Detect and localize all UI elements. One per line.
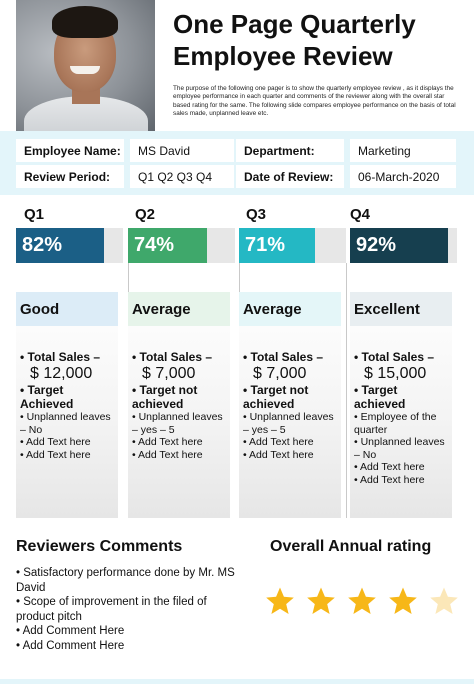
- comment-item: • Add Comment Here: [16, 625, 125, 638]
- q3-sales-value: $ 7,000: [253, 365, 307, 382]
- intro-text: The purpose of the following one pager i…: [173, 85, 456, 117]
- q1-sales-label: • Total Sales –: [20, 350, 101, 364]
- review-period-label: Review Period:: [16, 165, 124, 188]
- q2-card: Average • Total Sales – $ 7,000 • Target…: [128, 292, 230, 518]
- q1-label: Q1: [24, 206, 45, 223]
- q1-progress-bar: 82%: [16, 228, 104, 263]
- q4-rating: Excellent: [350, 292, 452, 326]
- reviewers-comments-title: Reviewers Comments: [16, 538, 183, 555]
- q3-target: • Target not achieved: [243, 383, 309, 411]
- q2-percent: 74%: [134, 234, 175, 256]
- department-label: Department:: [236, 139, 344, 162]
- q2-detail-item: • Add Text here: [132, 436, 203, 449]
- q3-progress-bar: 71%: [239, 228, 315, 263]
- q3-sales-label: • Total Sales –: [243, 350, 324, 364]
- q2-rating: Average: [128, 292, 230, 326]
- q1-percent: 82%: [22, 234, 63, 256]
- q1-card: Good • Total Sales – $ 12,000 • Target A…: [16, 292, 118, 518]
- q3-detail-item: • Add Text here: [243, 448, 314, 461]
- q1-detail-item: • Unplanned leaves – No: [20, 411, 111, 436]
- employee-name-label: Employee Name:: [16, 139, 124, 162]
- employee-photo: [16, 0, 155, 131]
- q4-detail-item: • Unplanned leaves – No: [354, 436, 445, 461]
- q3-detail-item: • Unplanned leaves – yes – 5: [243, 411, 334, 436]
- q1-progress-track: 82%: [16, 228, 123, 263]
- q4-progress-bar: 92%: [350, 228, 449, 263]
- q3-detail-item: • Add Text here: [243, 436, 314, 449]
- q4-label: Q4: [350, 206, 371, 223]
- q2-detail-item: • Add Text here: [132, 448, 203, 461]
- employee-name-value: MS David: [130, 139, 234, 162]
- overall-rating-title: Overall Annual rating: [270, 538, 432, 555]
- q2-target: • Target not achieved: [132, 383, 198, 411]
- star-rating: [265, 586, 459, 616]
- q4-detail-item: • Add Text here: [354, 473, 425, 486]
- star-filled-icon: [348, 587, 376, 614]
- q3-progress-track: 71%: [239, 228, 346, 263]
- q1-target: • Target Achieved: [20, 383, 74, 411]
- reviewers-comments-list: • Satisfactory performance done by Mr. M…: [16, 566, 236, 654]
- review-period-value: Q1 Q2 Q3 Q4: [130, 165, 234, 188]
- divider-line: [346, 263, 347, 518]
- q2-sales-value: $ 7,000: [142, 365, 196, 382]
- department-value: Marketing: [350, 139, 456, 162]
- date-label: Date of Review:: [236, 165, 344, 188]
- q4-sales-value: $ 15,000: [364, 365, 427, 382]
- q4-card: Excellent • Total Sales – $ 15,000 • Tar…: [350, 292, 452, 518]
- star-filled-icon: [389, 587, 417, 614]
- q3-percent: 71%: [245, 234, 286, 256]
- q2-progress-bar: 74%: [128, 228, 208, 263]
- q3-rating: Average: [239, 292, 341, 326]
- q2-detail-item: • Unplanned leaves – yes – 5: [132, 411, 223, 436]
- employee-info-band: Employee Name: Review Period: MS David Q…: [0, 131, 474, 195]
- q4-sales-label: • Total Sales –: [354, 350, 435, 364]
- page-title: One Page Quarterly Employee Review: [173, 9, 416, 71]
- q2-sales-label: • Total Sales –: [132, 350, 213, 364]
- q4-progress-track: 92%: [350, 228, 457, 263]
- q3-label: Q3: [246, 206, 267, 223]
- q2-label: Q2: [135, 206, 156, 223]
- q1-detail-item: • Add Text here: [20, 436, 91, 449]
- star-empty-icon: [430, 587, 458, 614]
- date-value: 06-March-2020: [350, 165, 456, 188]
- q4-percent: 92%: [356, 234, 397, 256]
- comment-item: • Add Comment Here: [16, 639, 125, 652]
- q1-sales-value: $ 12,000: [30, 365, 93, 382]
- star-filled-icon: [266, 587, 294, 614]
- q1-rating: Good: [16, 292, 118, 326]
- footer-bar: [0, 679, 474, 684]
- q2-progress-track: 74%: [128, 228, 235, 263]
- q4-detail-item: • Employee of the quarter: [354, 411, 437, 436]
- q3-card: Average • Total Sales – $ 7,000 • Target…: [239, 292, 341, 518]
- q4-detail-item: • Add Text here: [354, 461, 425, 474]
- comment-item: • Scope of improvement in the filed of p…: [16, 596, 207, 623]
- q4-target: • Target achieved: [354, 383, 406, 411]
- q1-detail-item: • Add Text here: [20, 448, 91, 461]
- star-filled-icon: [307, 587, 335, 614]
- comment-item: • Satisfactory performance done by Mr. M…: [16, 567, 235, 594]
